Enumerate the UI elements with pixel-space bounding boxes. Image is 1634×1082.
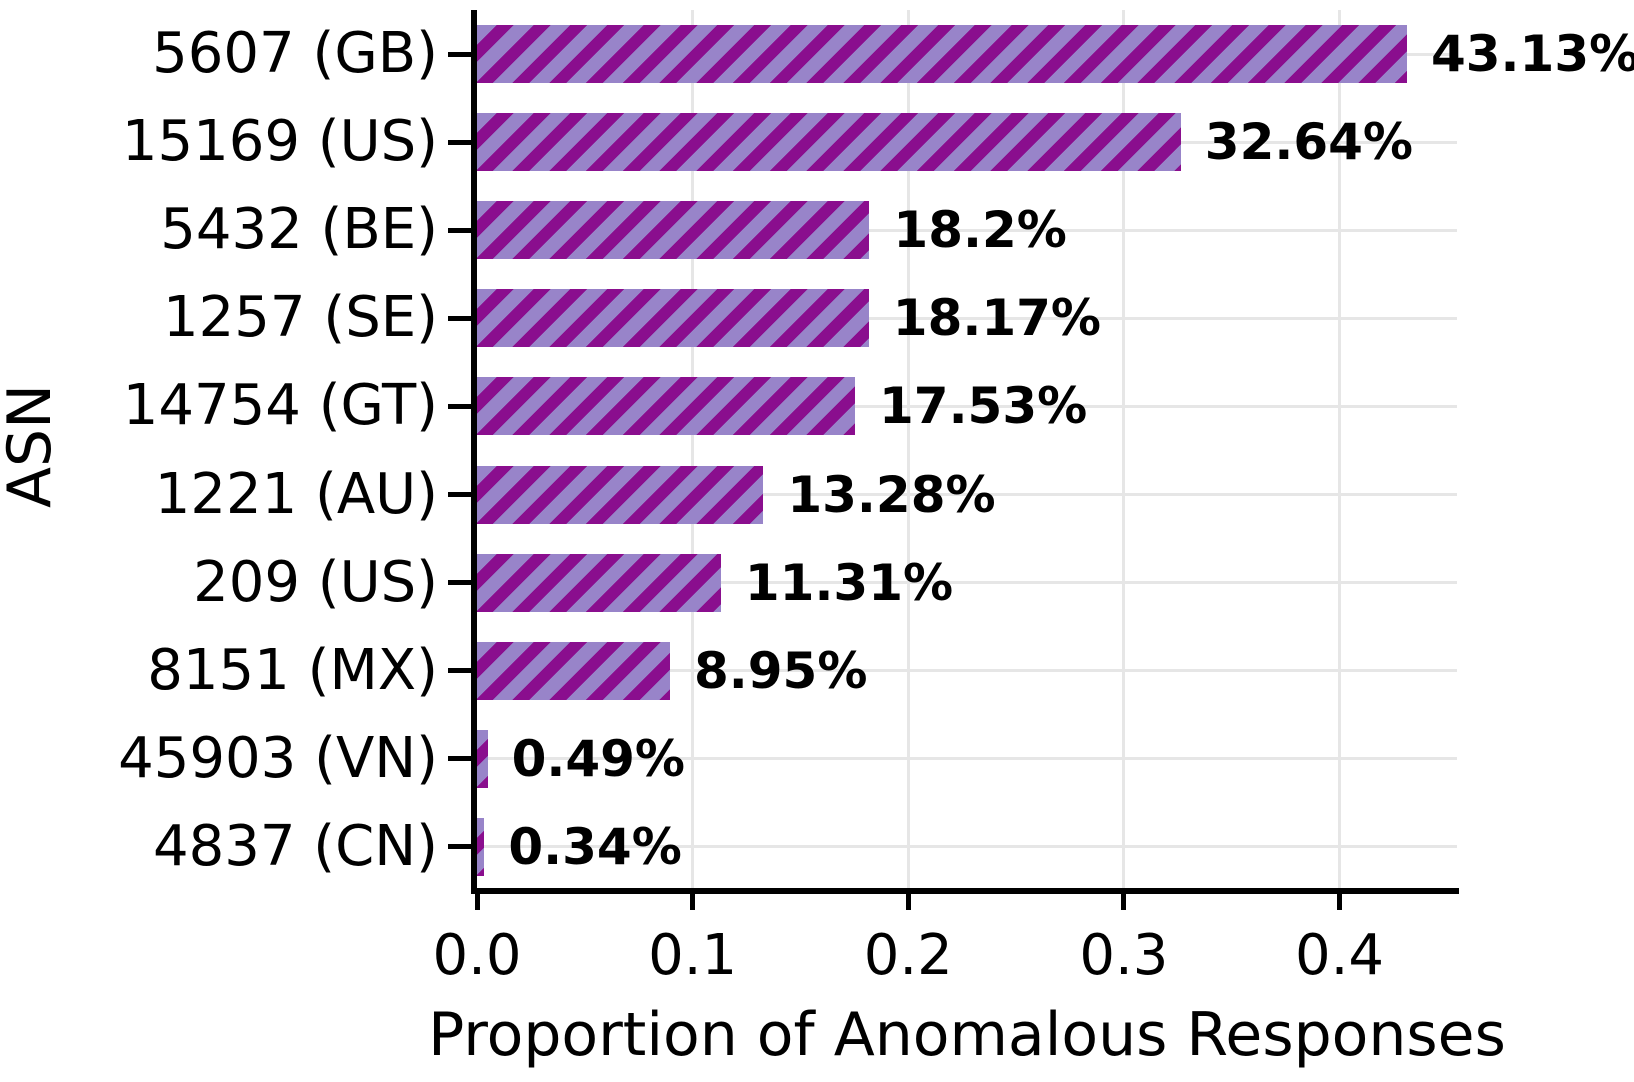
x-tick-mark xyxy=(690,893,696,910)
x-tick-label: 0.3 xyxy=(1079,923,1169,988)
h-gridline xyxy=(477,757,1457,761)
h-gridline xyxy=(477,845,1457,849)
v-gridline xyxy=(1122,10,1126,891)
bar xyxy=(477,817,485,876)
bar-value-label: 17.53% xyxy=(878,377,1088,436)
bar xyxy=(477,729,488,788)
bar xyxy=(477,289,869,348)
y-tick-mark xyxy=(448,844,477,850)
bar xyxy=(477,113,1181,172)
v-gridline xyxy=(1337,10,1341,891)
bar-value-label: 43.13% xyxy=(1430,25,1634,84)
x-tick-label: 0.0 xyxy=(432,923,522,988)
bar-value-label: 0.34% xyxy=(508,817,682,876)
y-tick-mark xyxy=(448,403,477,409)
h-gridline xyxy=(477,493,1457,497)
h-gridline xyxy=(477,669,1457,673)
y-tick-mark xyxy=(448,492,477,498)
x-axis-spine xyxy=(471,888,1459,894)
h-gridline xyxy=(477,581,1457,585)
h-gridline xyxy=(477,316,1457,320)
x-tick-mark xyxy=(905,893,911,910)
bar-value-label: 0.49% xyxy=(511,729,686,788)
bar-value-label: 32.64% xyxy=(1204,113,1414,172)
y-axis-spine xyxy=(471,10,477,894)
x-tick-label: 0.4 xyxy=(1294,923,1385,988)
x-axis-label: Proportion of Anomalous Responses xyxy=(428,1000,1506,1070)
y-tick-mark xyxy=(448,756,477,762)
y-tick-label: 15169 (US) xyxy=(121,109,438,175)
bar-value-label: 18.17% xyxy=(892,289,1102,348)
x-tick-mark xyxy=(1336,893,1342,910)
y-tick-label: 45903 (VN) xyxy=(118,725,438,791)
bar xyxy=(477,25,1407,84)
bar-value-label: 13.28% xyxy=(787,465,996,524)
x-tick-label: 0.1 xyxy=(648,923,738,988)
bar xyxy=(477,377,855,436)
y-tick-label: 209 (US) xyxy=(193,549,438,615)
h-gridline xyxy=(477,404,1457,408)
bar xyxy=(477,553,721,612)
y-axis-label: ASN xyxy=(0,383,65,508)
bar xyxy=(477,641,670,700)
y-tick-label: 1221 (AU) xyxy=(154,461,438,527)
bar xyxy=(477,465,764,524)
y-tick-mark xyxy=(448,227,477,233)
bar xyxy=(477,201,870,260)
x-tick-label: 0.2 xyxy=(863,923,953,988)
x-tick-mark xyxy=(1121,893,1127,910)
y-tick-mark xyxy=(448,580,477,586)
bar-value-label: 18.2% xyxy=(893,201,1067,260)
bar-value-label: 8.95% xyxy=(693,641,868,700)
y-tick-label: 5607 (GB) xyxy=(152,21,438,87)
v-gridline xyxy=(691,10,695,891)
y-tick-label: 8151 (MX) xyxy=(147,637,438,703)
y-tick-label: 1257 (SE) xyxy=(163,285,438,351)
v-gridline xyxy=(906,10,910,891)
y-tick-label: 4837 (CN) xyxy=(152,813,438,879)
y-tick-mark xyxy=(448,315,477,321)
y-tick-label: 5432 (BE) xyxy=(160,197,438,263)
y-tick-label: 14754 (GT) xyxy=(122,373,438,439)
y-tick-mark xyxy=(448,668,477,674)
y-tick-mark xyxy=(448,139,477,145)
x-tick-mark xyxy=(474,893,480,910)
y-tick-mark xyxy=(448,51,477,57)
h-gridline xyxy=(477,228,1457,232)
bar-value-label: 11.31% xyxy=(744,553,954,612)
